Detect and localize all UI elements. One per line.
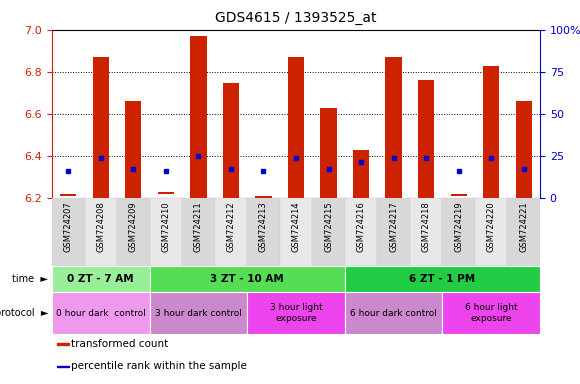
Bar bbox=[451, 194, 467, 196]
Bar bbox=[288, 57, 304, 198]
Bar bbox=[378, 198, 410, 266]
Text: 0 hour dark  control: 0 hour dark control bbox=[56, 308, 146, 318]
Bar bbox=[475, 198, 508, 266]
Bar bbox=[57, 366, 68, 367]
Text: GSM724211: GSM724211 bbox=[194, 201, 203, 252]
Text: GSM724217: GSM724217 bbox=[389, 201, 398, 252]
Text: GSM724209: GSM724209 bbox=[129, 201, 138, 252]
Bar bbox=[247, 198, 280, 266]
Bar bbox=[345, 266, 540, 292]
Bar bbox=[52, 198, 85, 266]
Text: GSM724215: GSM724215 bbox=[324, 201, 333, 252]
Text: GSM724212: GSM724212 bbox=[226, 201, 235, 252]
Text: GSM724219: GSM724219 bbox=[454, 201, 463, 252]
Text: GDS4615 / 1393525_at: GDS4615 / 1393525_at bbox=[215, 11, 377, 25]
Bar bbox=[280, 198, 312, 266]
Text: GSM724208: GSM724208 bbox=[96, 201, 106, 252]
Text: GSM724207: GSM724207 bbox=[64, 201, 72, 252]
Bar bbox=[320, 108, 336, 198]
Bar bbox=[57, 343, 68, 345]
Bar bbox=[223, 83, 239, 198]
Bar bbox=[85, 198, 117, 266]
Text: 3 hour light
exposure: 3 hour light exposure bbox=[270, 303, 322, 323]
Text: GSM724220: GSM724220 bbox=[487, 201, 496, 252]
Bar bbox=[353, 150, 369, 198]
Bar bbox=[190, 36, 206, 198]
Bar bbox=[117, 198, 150, 266]
Bar bbox=[418, 80, 434, 198]
Text: GSM724214: GSM724214 bbox=[292, 201, 300, 252]
Bar bbox=[345, 198, 378, 266]
Bar bbox=[52, 266, 150, 292]
Bar bbox=[150, 266, 345, 292]
Bar bbox=[443, 292, 540, 334]
Text: GSM724213: GSM724213 bbox=[259, 201, 268, 252]
Text: 3 hour dark control: 3 hour dark control bbox=[155, 308, 242, 318]
Text: GSM724218: GSM724218 bbox=[422, 201, 430, 252]
Bar bbox=[158, 192, 174, 194]
Text: 6 ZT - 1 PM: 6 ZT - 1 PM bbox=[409, 274, 476, 284]
Bar bbox=[215, 198, 247, 266]
Text: GSM724221: GSM724221 bbox=[519, 201, 528, 252]
Text: percentile rank within the sample: percentile rank within the sample bbox=[71, 361, 246, 371]
Bar bbox=[247, 292, 345, 334]
Bar bbox=[255, 196, 271, 198]
Text: transformed count: transformed count bbox=[71, 339, 168, 349]
Bar bbox=[52, 292, 150, 334]
Bar bbox=[150, 292, 247, 334]
Text: 3 ZT - 10 AM: 3 ZT - 10 AM bbox=[211, 274, 284, 284]
Bar bbox=[516, 101, 532, 198]
Bar bbox=[508, 198, 540, 266]
Bar bbox=[60, 194, 77, 196]
Text: GSM724210: GSM724210 bbox=[161, 201, 171, 252]
Bar bbox=[443, 198, 475, 266]
Bar bbox=[345, 292, 443, 334]
Text: 0 ZT - 7 AM: 0 ZT - 7 AM bbox=[67, 274, 134, 284]
Text: time  ►: time ► bbox=[12, 274, 48, 284]
Bar bbox=[93, 57, 109, 198]
Bar bbox=[125, 101, 142, 198]
Bar bbox=[312, 198, 345, 266]
Bar bbox=[150, 198, 182, 266]
Bar bbox=[483, 66, 499, 198]
Bar bbox=[410, 198, 443, 266]
Bar bbox=[182, 198, 215, 266]
Text: 6 hour dark control: 6 hour dark control bbox=[350, 308, 437, 318]
Text: GSM724216: GSM724216 bbox=[357, 201, 365, 252]
Text: 6 hour light
exposure: 6 hour light exposure bbox=[465, 303, 517, 323]
Bar bbox=[386, 57, 402, 198]
Text: protocol  ►: protocol ► bbox=[0, 308, 48, 318]
